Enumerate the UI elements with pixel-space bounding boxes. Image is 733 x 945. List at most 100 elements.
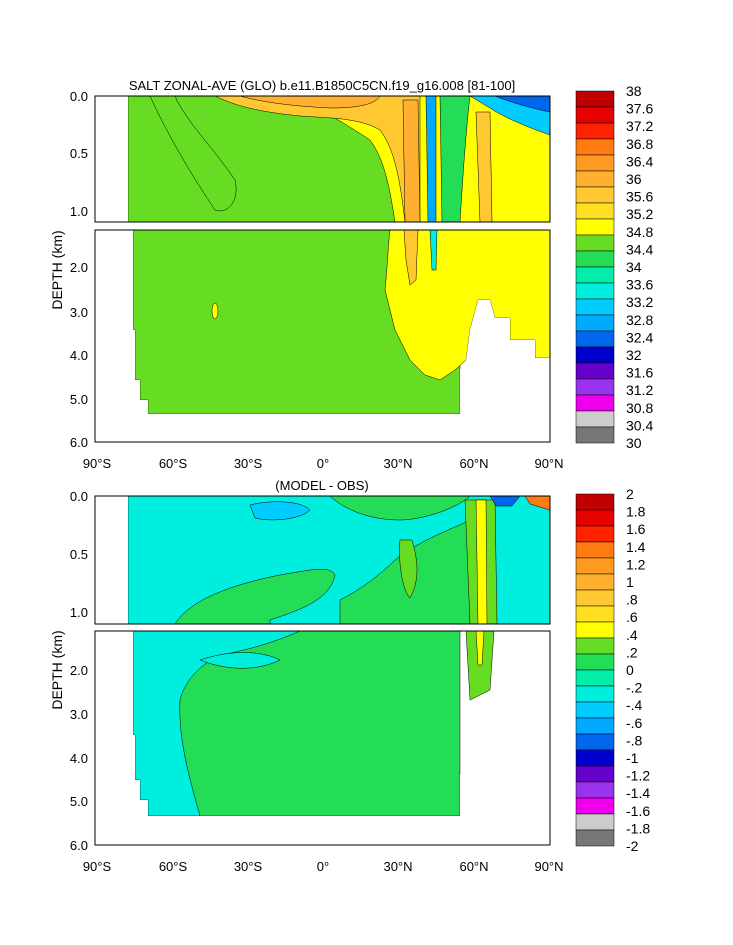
colorbar-swatch (575, 605, 615, 623)
panel2-ylabel: DEPTH (km) (49, 630, 65, 709)
colorbar-label: 1.8 (626, 504, 646, 520)
colorbar-swatch (575, 202, 615, 220)
salt-orange-subtropics (214, 96, 421, 222)
colorbar-label: -1.6 (626, 803, 650, 819)
y-tick-label: 1.0 (70, 605, 88, 620)
panel1-xticks: 90°S 60°S 30°S 0° 30°N 60°N 90°N (83, 456, 564, 471)
panel1-yticks: 0.0 0.5 1.0 2.0 3.0 4.0 5.0 6.0 (70, 89, 88, 450)
x-tick-label: 30°S (234, 859, 263, 874)
colorbar-label: 34.8 (626, 224, 653, 240)
colorbar-swatch (575, 813, 615, 831)
colorbar-swatch (575, 733, 615, 751)
colorbar-swatch (575, 637, 615, 655)
diff-yellow-plume-north (475, 631, 485, 666)
panel1-lower-field (95, 230, 550, 442)
salt-darkorange-core (239, 96, 381, 109)
panel1-upper-frame (94, 95, 551, 223)
x-tick-label: 60°S (159, 859, 188, 874)
panel1-lower-frame (94, 229, 551, 443)
x-tick-label: 30°N (383, 859, 412, 874)
colorbar-swatch (575, 122, 615, 140)
y-tick-label: 0.5 (70, 547, 88, 562)
colorbar-swatch (575, 829, 615, 847)
colorbar-swatch (575, 298, 615, 316)
colorbar-label: .4 (626, 627, 638, 643)
colorbar-label: 0 (626, 662, 634, 678)
diff-land-left-deep (95, 631, 200, 845)
colorbar-label: 38 (626, 83, 642, 99)
colorbar-label: .8 (626, 592, 638, 608)
colorbar-swatch (575, 250, 615, 268)
colorbar-swatch (575, 90, 615, 108)
colorbar-label: -.8 (626, 732, 643, 748)
colorbar-swatch (575, 314, 615, 332)
x-tick-label: 60°N (459, 859, 488, 874)
colorbar-swatch (575, 589, 615, 607)
y-tick-label: 0.5 (70, 146, 88, 161)
colorbar-label: 32.4 (626, 329, 653, 345)
colorbar-swatch (575, 282, 615, 300)
x-tick-label: 30°S (234, 456, 263, 471)
salt-southern-tongue (149, 96, 237, 212)
y-tick-label: 6.0 (70, 435, 88, 450)
colorbar-swatch (575, 621, 615, 639)
colorbar-label: 31.6 (626, 365, 653, 381)
salt-deep-cyan-plume (429, 230, 438, 271)
colorbar-swatch (575, 378, 615, 396)
diff-land-left (95, 496, 128, 624)
colorbar-label: -2 (626, 838, 639, 854)
colorbar-swatch (575, 669, 615, 687)
colorbar-label: 31.2 (626, 382, 653, 398)
panel1-ylabel: DEPTH (km) (49, 230, 65, 309)
colorbar-label: 30.8 (626, 400, 653, 416)
colorbar-label: 36.8 (626, 136, 653, 152)
x-tick-label: 60°S (159, 456, 188, 471)
colorbar-swatch (575, 749, 615, 767)
panel2-lower-field (95, 631, 550, 845)
colorbar-swatch (575, 541, 615, 559)
colorbar-label: 1.4 (626, 539, 646, 555)
y-tick-label: 4.0 (70, 751, 88, 766)
y-tick-label: 3.0 (70, 707, 88, 722)
y-tick-label: 6.0 (70, 838, 88, 853)
colorbar-swatch (575, 170, 615, 188)
colorbar-label: -.6 (626, 715, 643, 731)
y-tick-label: 2.0 (70, 663, 88, 678)
panel-salt: SALT ZONAL-AVE (GLO) b.e11.B1850C5CN.f19… (49, 78, 653, 471)
diff-green-surface (329, 496, 471, 521)
colorbar-label: -1.8 (626, 820, 650, 836)
colorbar-swatch (575, 234, 615, 252)
colorbar-swatch (575, 701, 615, 719)
y-tick-label: 0.0 (70, 89, 88, 104)
colorbar-label: -1 (626, 750, 639, 766)
colorbar-swatch (575, 685, 615, 703)
x-tick-label: 90°N (534, 456, 563, 471)
salt-deep-land-left (95, 230, 200, 442)
colorbar-swatch (575, 781, 615, 799)
colorbar-label: 2 (626, 486, 634, 502)
y-tick-label: 1.0 (70, 204, 88, 219)
colorbar-swatch (575, 717, 615, 735)
colorbar-swatch (575, 509, 615, 527)
diff-arctic-blue (489, 496, 521, 507)
diff-cyan-mid (199, 652, 281, 669)
colorbar-swatch (575, 362, 615, 380)
panel2-title: (MODEL - OBS) (275, 478, 368, 493)
y-tick-label: 3.0 (70, 305, 88, 320)
colorbar-label: 35.2 (626, 206, 653, 222)
colorbar-label: 32.8 (626, 312, 653, 328)
x-tick-label: 90°S (83, 859, 112, 874)
colorbar-label: 33.6 (626, 277, 653, 293)
x-tick-label: 90°N (534, 859, 563, 874)
colorbar-label: 36.4 (626, 153, 653, 169)
x-tick-label: 0° (317, 456, 329, 471)
colorbar-swatch (575, 653, 615, 671)
x-tick-label: 30°N (383, 456, 412, 471)
salt-deep-orange-plume (403, 230, 419, 286)
colorbar-label: 35.6 (626, 189, 653, 205)
panel2-upper-frame (94, 495, 551, 625)
colorbar-label: -1.4 (626, 785, 650, 801)
colorbar-label: 1.2 (626, 556, 646, 572)
salt-arctic-deepfresh (494, 96, 550, 113)
